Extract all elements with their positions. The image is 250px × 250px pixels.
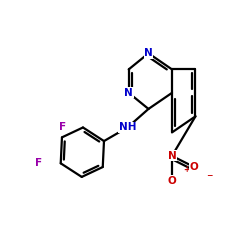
Text: NH: NH bbox=[119, 122, 136, 132]
Text: −: − bbox=[206, 171, 212, 180]
Text: F: F bbox=[35, 158, 42, 168]
Text: F: F bbox=[59, 122, 66, 132]
Text: N: N bbox=[124, 88, 133, 98]
Text: O: O bbox=[168, 176, 176, 186]
Text: N: N bbox=[144, 48, 153, 58]
Text: O: O bbox=[190, 162, 198, 172]
Text: +: + bbox=[183, 165, 190, 174]
Text: N: N bbox=[168, 151, 176, 161]
